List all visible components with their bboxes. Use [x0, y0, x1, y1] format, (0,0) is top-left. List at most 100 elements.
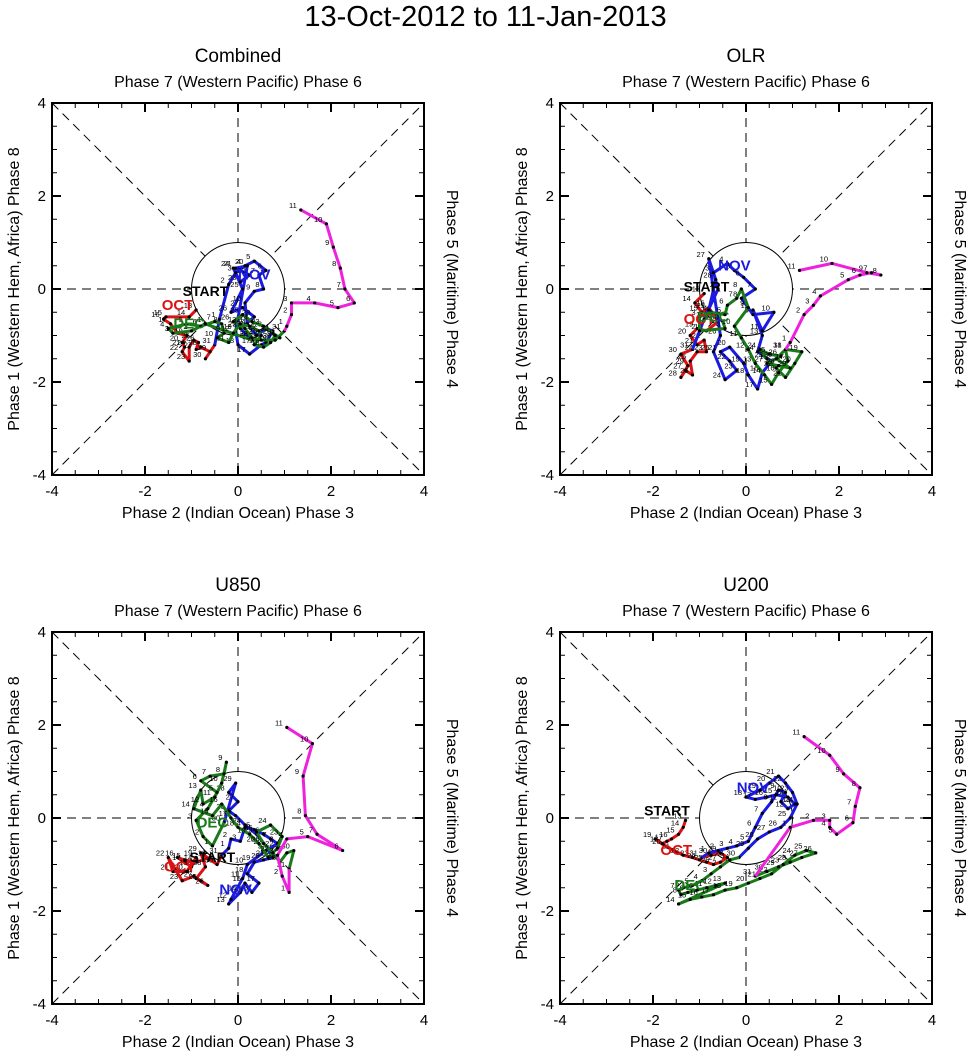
day-label: 5	[740, 832, 744, 841]
day-label: 31	[689, 849, 697, 858]
day-label: 8	[216, 765, 220, 774]
day-marker	[707, 308, 711, 312]
day-label: 17	[242, 336, 250, 345]
day-label: 7	[262, 830, 266, 839]
day-marker	[234, 781, 238, 785]
day-marker	[171, 331, 175, 335]
day-marker	[275, 853, 280, 857]
day-label: 14	[177, 308, 185, 317]
day-marker	[224, 760, 228, 764]
day-label: 22	[759, 865, 767, 874]
day-label: 23	[780, 783, 788, 792]
day-marker	[248, 352, 252, 356]
day-marker	[234, 266, 238, 270]
day-marker	[199, 324, 203, 328]
day-label: 26	[195, 876, 203, 885]
day-marker	[756, 387, 760, 391]
day-label: 8	[214, 315, 218, 324]
start-label: START	[644, 803, 690, 819]
day-marker	[728, 345, 732, 349]
day-label: 19	[789, 343, 797, 352]
month-label-nov: NOV	[238, 267, 271, 284]
day-label: 5	[179, 315, 183, 324]
day-label: 16	[151, 310, 159, 319]
month-label-dec: DEC	[173, 316, 205, 333]
day-marker	[709, 310, 713, 314]
day-marker	[811, 303, 816, 307]
day-marker	[180, 879, 184, 883]
day-label: 25	[188, 872, 196, 881]
day-label: 17	[172, 853, 180, 862]
day-marker	[192, 338, 196, 342]
day-marker	[261, 324, 266, 328]
day-label: 31	[209, 846, 217, 855]
day-label: 15	[200, 807, 208, 816]
day-label: 28	[193, 858, 201, 867]
day-marker	[252, 343, 256, 347]
day-label: 23	[228, 273, 236, 282]
day-marker	[756, 350, 760, 354]
day-marker	[739, 336, 743, 340]
day-marker	[187, 315, 191, 319]
day-marker	[718, 350, 723, 354]
day-label: 6	[258, 261, 262, 270]
day-label: 12	[736, 340, 744, 349]
day-label: 23	[177, 352, 185, 361]
day-label: 1	[722, 851, 726, 860]
day-label: 16	[696, 299, 704, 308]
day-marker	[781, 862, 785, 867]
day-marker	[751, 308, 755, 312]
day-marker	[735, 296, 739, 300]
day-label: 10	[205, 329, 213, 338]
x-tick-label: -2	[138, 1012, 151, 1029]
x-tick-label: -4	[45, 483, 58, 500]
day-marker	[853, 804, 857, 808]
day-marker	[851, 821, 855, 825]
day-marker	[786, 795, 790, 799]
day-marker	[166, 326, 170, 331]
day-marker	[818, 294, 823, 298]
day-marker	[285, 725, 289, 729]
day-marker	[697, 315, 702, 319]
day-marker	[718, 851, 723, 855]
day-marker	[700, 895, 704, 899]
day-label: 18	[251, 338, 259, 347]
day-marker	[222, 772, 226, 776]
day-label: 31	[743, 867, 751, 876]
x-tick-label: 2	[835, 483, 843, 500]
day-label: 21	[161, 862, 169, 871]
day-label: 9	[218, 753, 222, 762]
day-label: 13	[184, 301, 192, 310]
day-marker	[206, 883, 210, 888]
day-marker	[250, 336, 254, 340]
day-marker	[227, 340, 231, 345]
day-label: 22	[717, 352, 725, 361]
day-marker	[220, 322, 224, 326]
day-label: 14	[683, 294, 691, 303]
day-label: 27	[184, 869, 192, 878]
day-label: 11	[203, 788, 211, 797]
day-label: 16	[659, 830, 667, 839]
day-marker	[259, 338, 263, 342]
day-marker	[248, 324, 252, 328]
day-label: 4	[822, 818, 826, 827]
day-label: 11	[695, 879, 703, 888]
panel-title: U200	[723, 575, 768, 596]
day-marker	[776, 364, 781, 368]
day-marker	[171, 869, 175, 874]
day-marker	[679, 375, 683, 379]
y-tick-label: -2	[33, 903, 46, 920]
day-label: 19	[223, 322, 231, 331]
day-label: 14	[237, 317, 245, 326]
day-label: 3	[805, 296, 809, 305]
day-marker	[765, 795, 769, 799]
day-label: 8	[297, 807, 301, 816]
day-label: 15	[764, 786, 772, 795]
day-label: 8	[332, 259, 336, 268]
day-marker	[800, 350, 804, 354]
day-marker	[742, 275, 746, 279]
day-label: 1	[696, 310, 700, 319]
day-marker	[688, 359, 692, 363]
day-marker	[814, 851, 818, 855]
day-marker	[735, 886, 739, 890]
